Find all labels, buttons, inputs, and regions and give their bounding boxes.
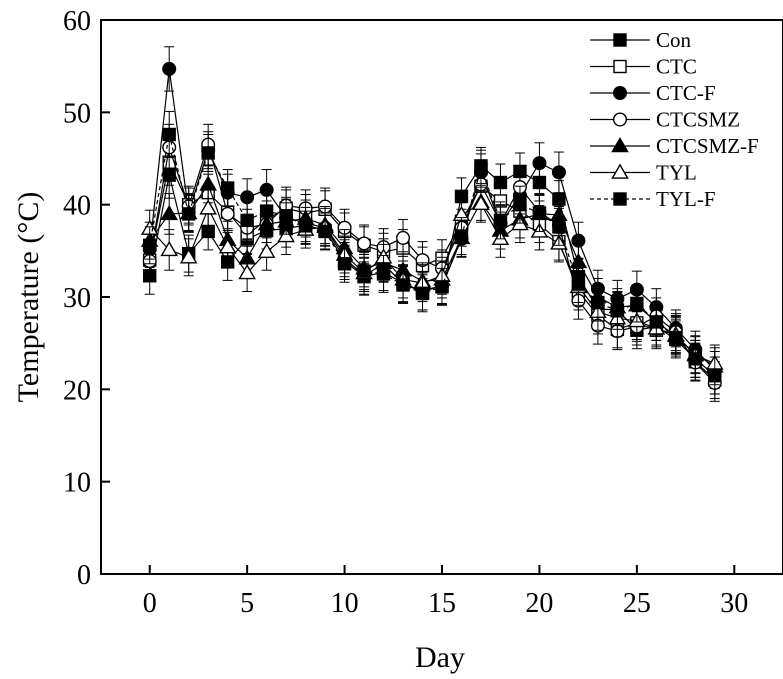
y-tick-label: 40 [63,191,91,222]
data-point [162,127,176,142]
data-point [199,175,217,191]
legend-item: TYL-F [590,187,716,211]
x-tick-label: 15 [428,588,456,619]
series-ctc [143,138,722,400]
data-point [591,295,605,310]
x-tick-label: 5 [240,588,254,619]
data-point [532,156,547,171]
data-point [571,277,586,291]
y-tick-label: 50 [63,98,91,129]
axis-ticks [101,19,736,575]
series-line [149,142,716,384]
y-tick-label: 60 [63,6,91,37]
data-point [630,296,644,311]
data-point [610,304,625,318]
legend-label: TYL-F [656,187,716,211]
series-line [149,202,716,365]
y-tick-label: 30 [63,283,91,314]
data-point [162,61,177,76]
legend-label: Con [656,28,692,52]
legend-label: CTC-F [656,81,716,105]
data-point [532,206,547,220]
data-point [551,165,566,180]
data-point [376,267,391,281]
data-point [472,194,490,210]
data-point [181,207,196,221]
data-point [435,280,449,294]
data-point [493,213,508,228]
data-point [179,248,198,264]
legend-marker [611,137,629,153]
data-point [474,161,488,176]
data-point [396,230,411,245]
data-point [259,204,274,218]
data-point [396,278,410,292]
data-point [143,238,157,252]
legend-item: Con [590,28,692,52]
legend-item: TYL [590,161,697,185]
data-point [220,206,235,221]
x-axis-title: Day [415,641,465,674]
legend-marker [613,85,628,100]
series-line [149,183,716,367]
legend-marker [613,112,628,127]
data-point [279,209,293,223]
data-point [337,257,352,271]
legend-marker [613,59,627,74]
data-point [415,286,430,301]
x-tick-labels: 0 5 10 15 20 25 30 [143,588,749,619]
data-point [552,220,566,234]
data-point [257,242,276,258]
data-point [199,199,217,215]
data-point [513,197,527,212]
data-point [201,146,215,160]
x-tick-label: 20 [525,588,553,619]
legend-item: CTCSMZ [590,108,740,132]
legend-marker [613,192,627,206]
data-point [238,264,256,280]
legend-label: TYL [656,161,697,185]
data-point [688,352,703,366]
y-tick-label: 20 [63,375,91,406]
data-point [669,330,683,345]
series-layer [140,46,724,402]
y-tick-labels: 0 10 20 30 40 50 60 [63,6,91,591]
legend-marker [613,33,627,47]
x-tick-label: 25 [623,588,651,619]
series-line [149,134,716,376]
y-tick-label: 10 [63,468,91,499]
legend-marker [611,163,629,179]
legend-item: CTC-F [590,81,716,105]
x-tick-label: 10 [331,588,359,619]
legend-label: CTCSMZ [656,108,740,132]
y-axis-title: Temperature (°C) [12,192,45,403]
series-tyl-f [143,110,722,395]
data-point [708,368,722,383]
series-line [149,164,716,376]
data-point [649,315,664,329]
data-point [160,240,179,257]
legend-label: CTC [656,55,697,79]
x-tick-label: 30 [720,588,748,619]
legend-item: CTCSMZ-F [590,134,759,158]
data-point [357,264,371,278]
legend-item: CTC [590,55,697,79]
data-point [277,227,295,243]
data-point [160,204,179,221]
data-point [298,219,313,233]
data-point [357,236,372,251]
data-point [318,224,332,239]
y-tick-label: 0 [77,560,91,591]
legend-label: CTCSMZ-F [656,134,759,158]
data-point [454,229,469,243]
data-point [220,181,235,195]
data-point [218,238,237,254]
x-tick-label: 0 [143,588,157,619]
data-point [240,213,254,228]
